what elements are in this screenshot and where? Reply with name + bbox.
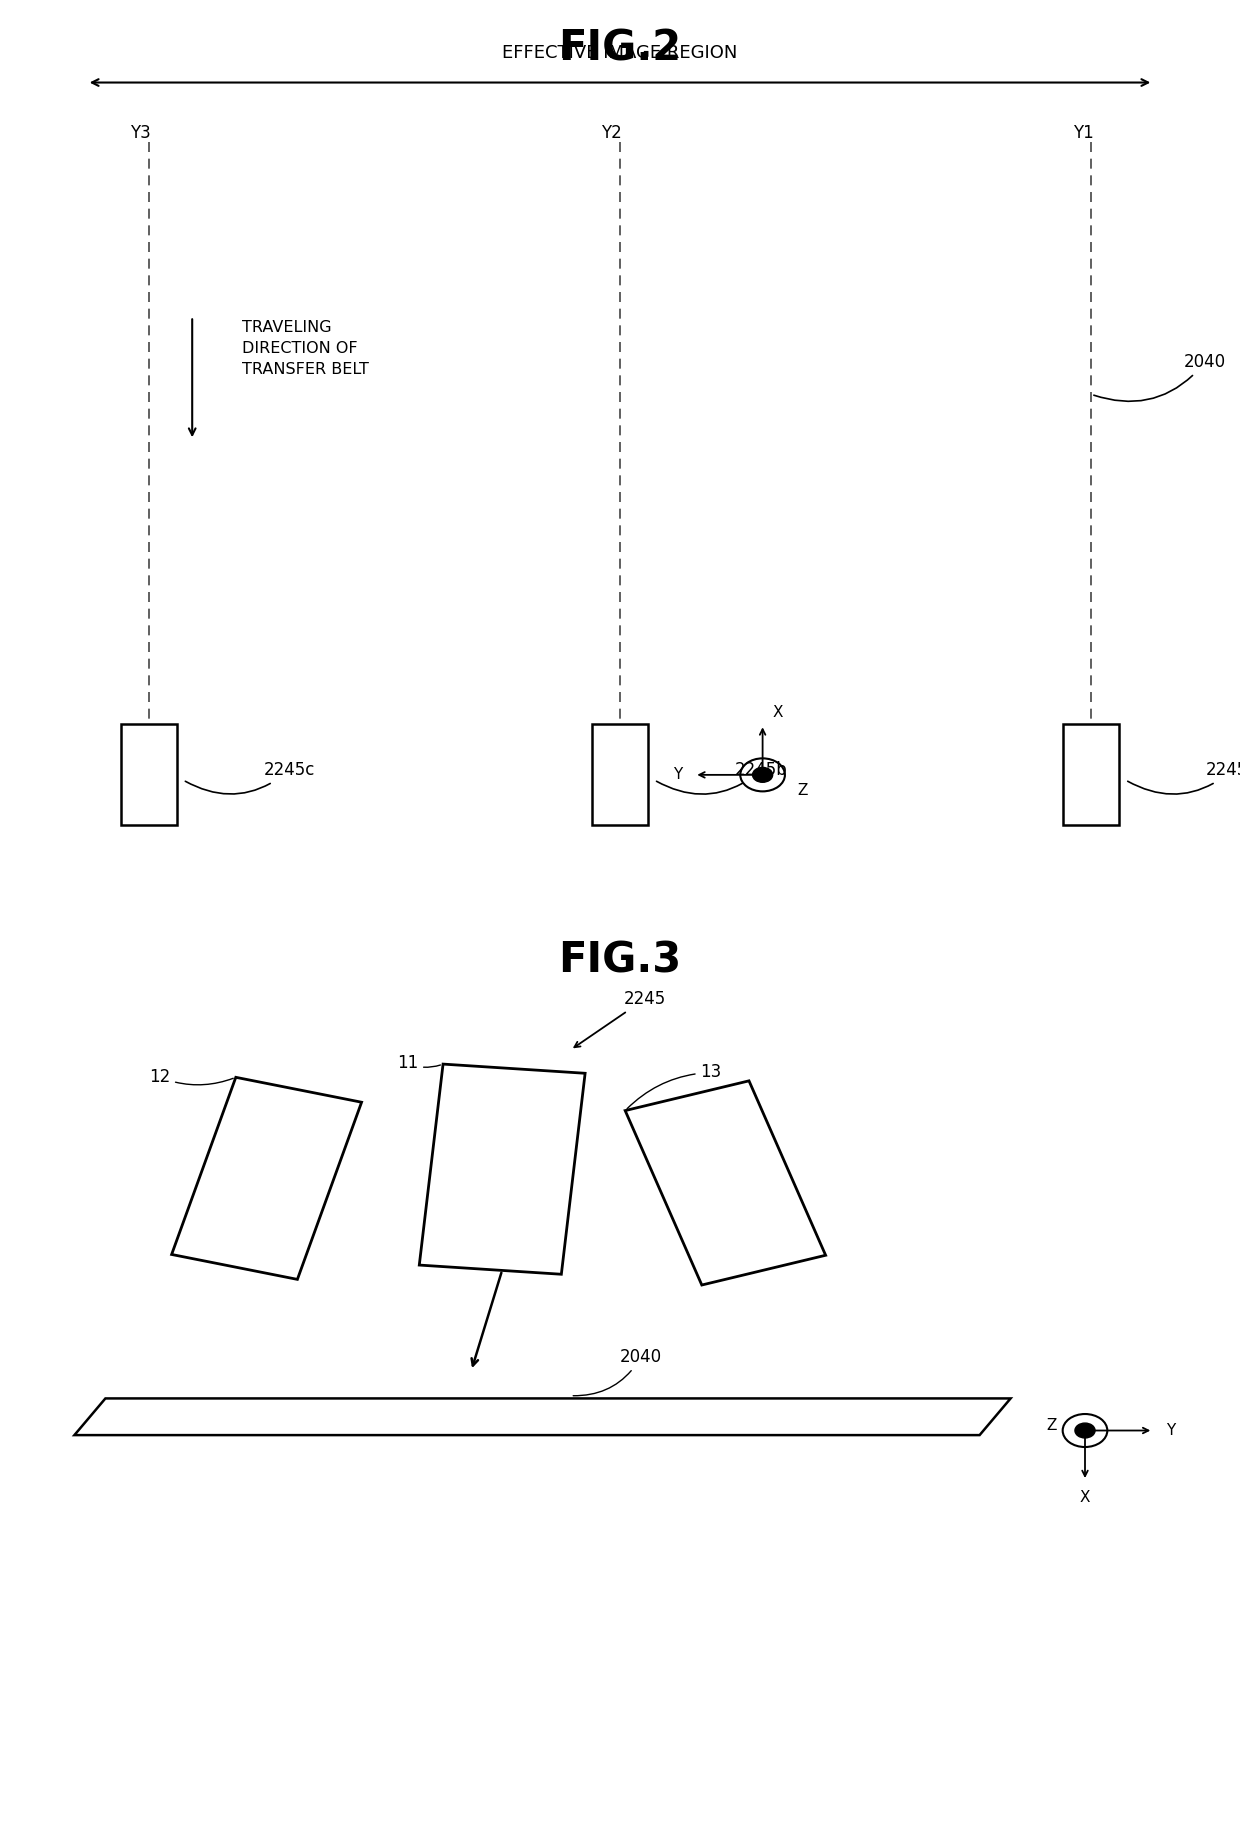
Text: X: X: [1080, 1489, 1090, 1506]
Polygon shape: [74, 1398, 1011, 1434]
Text: 13: 13: [627, 1064, 722, 1108]
Text: Y3: Y3: [130, 125, 151, 141]
Text: X: X: [773, 704, 782, 719]
Circle shape: [1075, 1423, 1095, 1438]
Polygon shape: [625, 1080, 826, 1286]
Text: Y1: Y1: [1073, 125, 1094, 141]
Text: 2040: 2040: [573, 1348, 662, 1396]
Text: Y2: Y2: [601, 125, 622, 141]
Text: FIG.3: FIG.3: [558, 939, 682, 981]
Text: 11: 11: [397, 1055, 440, 1073]
Text: 2245a: 2245a: [1127, 761, 1240, 794]
Text: TRAVELING
DIRECTION OF
TRANSFER BELT: TRAVELING DIRECTION OF TRANSFER BELT: [242, 319, 368, 378]
Text: FIG.2: FIG.2: [558, 28, 682, 70]
Bar: [593, 724, 647, 825]
Text: Y: Y: [1166, 1423, 1174, 1438]
Text: 2245: 2245: [574, 990, 666, 1047]
Text: 12: 12: [149, 1067, 233, 1086]
Text: 2245c: 2245c: [185, 761, 315, 794]
Text: 2040: 2040: [1094, 352, 1226, 402]
Bar: [1063, 724, 1118, 825]
Text: Z: Z: [797, 783, 807, 798]
Bar: [122, 724, 177, 825]
Text: Y: Y: [673, 767, 682, 783]
Polygon shape: [171, 1077, 362, 1280]
Text: 2245b: 2245b: [656, 761, 787, 794]
Polygon shape: [419, 1064, 585, 1275]
Text: Z: Z: [1047, 1418, 1056, 1432]
Circle shape: [753, 767, 773, 783]
Text: EFFECTIVE IMAGE REGION: EFFECTIVE IMAGE REGION: [502, 44, 738, 62]
